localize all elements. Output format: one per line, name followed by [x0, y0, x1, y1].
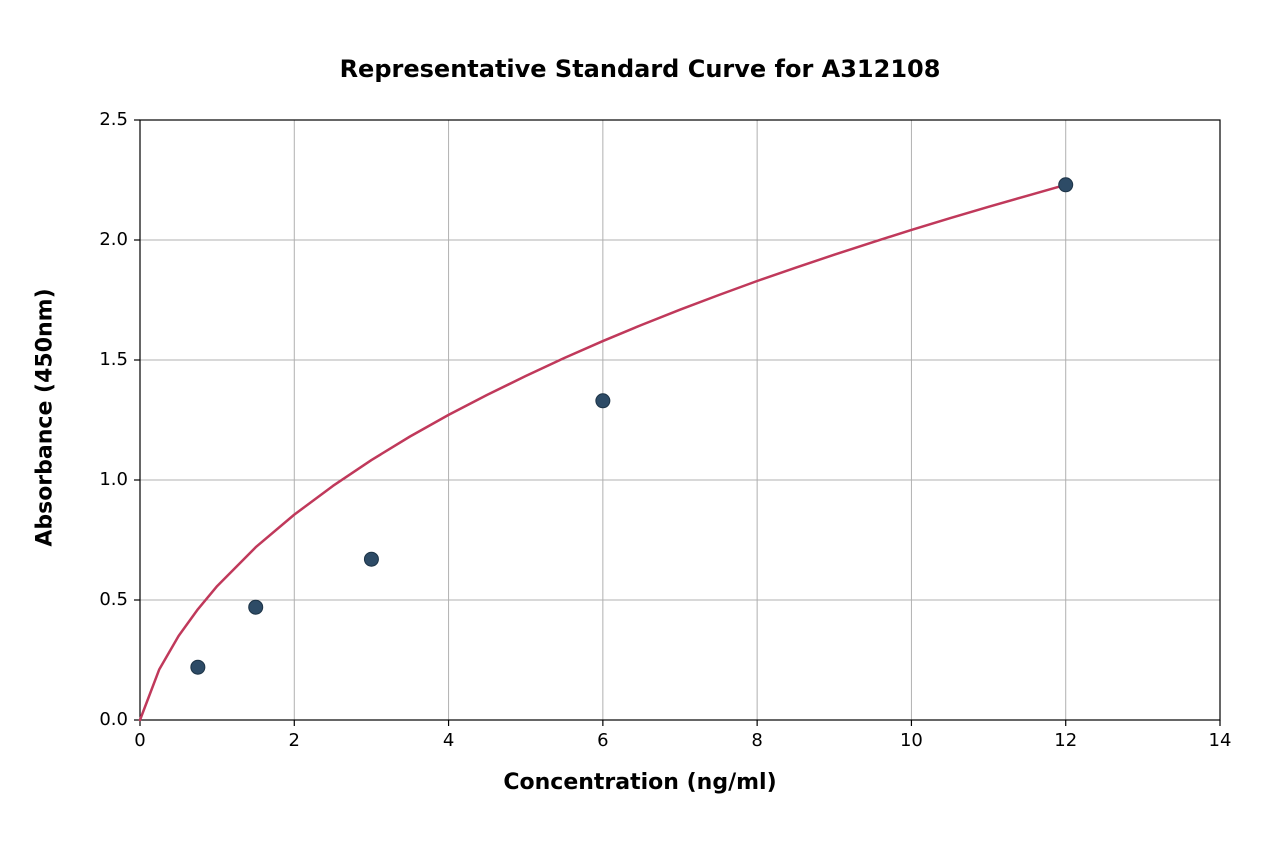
y-tick-label: 1.0 [99, 469, 128, 490]
x-tick-label: 6 [583, 730, 623, 751]
data-point [1059, 178, 1073, 192]
y-tick-label: 1.5 [99, 349, 128, 370]
y-tick-label: 2.5 [99, 109, 128, 130]
x-tick-label: 12 [1046, 730, 1086, 751]
data-point [191, 660, 205, 674]
x-tick-label: 10 [891, 730, 931, 751]
y-tick-label: 0.5 [99, 589, 128, 610]
x-tick-label: 4 [429, 730, 469, 751]
data-point [364, 552, 378, 566]
y-tick-label: 0.0 [99, 709, 128, 730]
chart: Representative Standard Curve for A31210… [0, 0, 1280, 845]
x-tick-label: 8 [737, 730, 777, 751]
x-tick-label: 14 [1200, 730, 1240, 751]
x-tick-label: 2 [274, 730, 314, 751]
x-tick-label: 0 [120, 730, 160, 751]
x-axis-label: Concentration (ng/ml) [0, 770, 1280, 795]
y-tick-label: 2.0 [99, 229, 128, 250]
data-point [596, 394, 610, 408]
data-point [249, 600, 263, 614]
plot-svg [0, 0, 1280, 845]
y-axis-label: Absorbance (450nm) [33, 268, 58, 568]
chart-title: Representative Standard Curve for A31210… [0, 55, 1280, 83]
